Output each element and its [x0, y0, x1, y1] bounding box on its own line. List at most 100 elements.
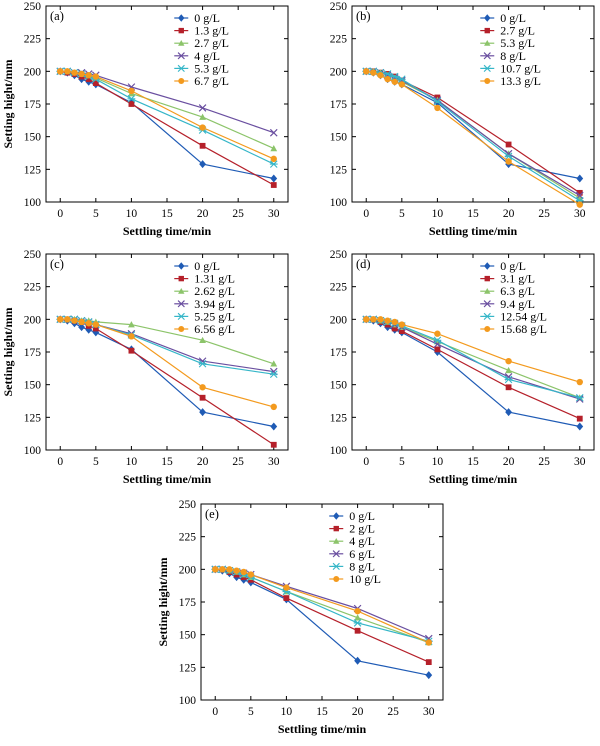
plot-frame	[351, 5, 595, 203]
data-point	[270, 422, 278, 431]
data-point	[92, 325, 99, 332]
legend-label: 1.3 g/L	[194, 24, 229, 38]
data-point	[505, 408, 512, 417]
legend-marker	[333, 512, 340, 520]
data-point	[384, 317, 391, 324]
y-tick-label: 200	[330, 314, 348, 326]
legend-marker	[483, 312, 491, 320]
x-tick-label: 25	[387, 706, 399, 718]
x-tick-label: 15	[316, 706, 328, 718]
legend-marker	[178, 78, 185, 84]
legend-marker	[484, 275, 490, 282]
series-line	[366, 70, 581, 194]
series-2	[363, 68, 583, 196]
legend: 0 g/L2 g/L4 g/L6 g/L8 g/L10 g/L	[329, 509, 381, 586]
series-line	[60, 318, 274, 428]
panel-label: (e)	[205, 507, 219, 521]
series-5	[362, 67, 584, 205]
legend-marker	[332, 550, 340, 558]
x-tick-label: 25	[538, 208, 550, 220]
legend-label: 0 g/L	[349, 509, 375, 523]
series-line	[60, 70, 275, 165]
chart-panel-a: 0 5 10 15 20 25 30 100 125 150 175 200 225 250 Settlin…	[0, 0, 294, 244]
data-point	[71, 69, 78, 76]
data-point	[247, 571, 255, 578]
y-tick-label: 100	[24, 197, 42, 209]
x-tick-label: 10	[126, 456, 138, 468]
y-tick-label: 225	[330, 282, 348, 294]
data-point	[576, 174, 584, 183]
series-line	[366, 70, 580, 180]
legend-marker	[333, 525, 339, 532]
legend-marker	[177, 300, 185, 308]
data-point	[128, 87, 135, 95]
data-point	[390, 72, 399, 81]
data-point	[64, 68, 71, 75]
data-point	[354, 656, 361, 665]
series-line	[366, 70, 581, 202]
legend-marker	[483, 300, 491, 308]
data-point	[270, 403, 277, 411]
y-tick-label: 225	[179, 532, 197, 544]
y-tick-label: 150	[179, 630, 197, 642]
legend: 0 g/L2.7 g/L5.3 g/L8 g/L10.7 g/L13.3 g/L	[480, 11, 541, 88]
data-point	[433, 336, 442, 345]
panel-label: (d)	[356, 257, 371, 271]
series-6	[212, 566, 432, 646]
legend-marker	[484, 78, 491, 84]
data-point	[64, 316, 71, 323]
x-tick-label: 30	[574, 208, 586, 220]
data-point	[434, 346, 441, 353]
data-point	[576, 422, 584, 431]
legend-label: 2.7 g/L	[500, 24, 535, 38]
series-line	[215, 568, 429, 676]
chart-svg: 0 5 10 15 20 25 30 100 125 150 175 200 225 250 Settlin…	[1, 1, 289, 238]
legend-label: 3.1 g/L	[500, 272, 535, 286]
x-tick-label: 0	[57, 456, 63, 468]
y-tick-label: 100	[330, 197, 348, 209]
legend-label: 3.94 g/L	[194, 297, 235, 311]
legend-marker	[484, 288, 491, 294]
y-tick-label: 225	[24, 282, 42, 294]
data-point	[363, 68, 370, 75]
data-point	[226, 566, 233, 573]
series-1	[211, 565, 433, 680]
legend-marker	[178, 40, 185, 46]
data-point	[199, 160, 206, 169]
legend-marker	[178, 27, 184, 34]
data-point	[199, 142, 206, 149]
x-tick-label: 30	[268, 208, 280, 220]
legend: 0 g/L1.31 g/L2.62 g/L3.94 g/L5.25 g/L6.5…	[174, 259, 235, 336]
y-tick-label: 100	[330, 445, 348, 457]
data-point	[57, 68, 64, 75]
data-point	[270, 174, 278, 183]
y-tick-label: 225	[330, 34, 348, 46]
y-axis-title: Setting hight/mm	[1, 307, 15, 396]
legend-marker	[178, 288, 185, 294]
chart-svg: 0 5 10 15 20 25 30 100 125 150 175 200 225 250 Settlin…	[1, 249, 289, 486]
y-tick-label: 175	[24, 347, 42, 359]
y-axis-title: Setting hight/mm	[156, 557, 170, 646]
x-tick-label: 15	[467, 456, 479, 468]
legend-marker	[483, 64, 491, 72]
x-tick-label: 30	[574, 456, 586, 468]
data-point	[505, 384, 512, 391]
x-tick-label: 25	[538, 456, 550, 468]
legend-label: 5.3 g/L	[194, 61, 229, 75]
legend-marker	[178, 262, 185, 270]
panel-label: (c)	[50, 257, 64, 271]
data-point	[505, 366, 512, 374]
data-point	[198, 104, 207, 112]
data-point	[504, 375, 513, 384]
legend-label: 6.7 g/L	[194, 74, 229, 88]
x-tick-label: 20	[503, 456, 515, 468]
plot-frame	[351, 253, 595, 451]
data-point	[397, 75, 406, 83]
legend-marker	[333, 538, 340, 544]
data-point	[78, 318, 85, 326]
data-point	[85, 72, 92, 79]
legend-label: 2.62 g/L	[194, 284, 235, 298]
y-tick-label: 200	[179, 564, 197, 576]
series-line	[60, 318, 275, 446]
plot-frame	[45, 253, 289, 451]
